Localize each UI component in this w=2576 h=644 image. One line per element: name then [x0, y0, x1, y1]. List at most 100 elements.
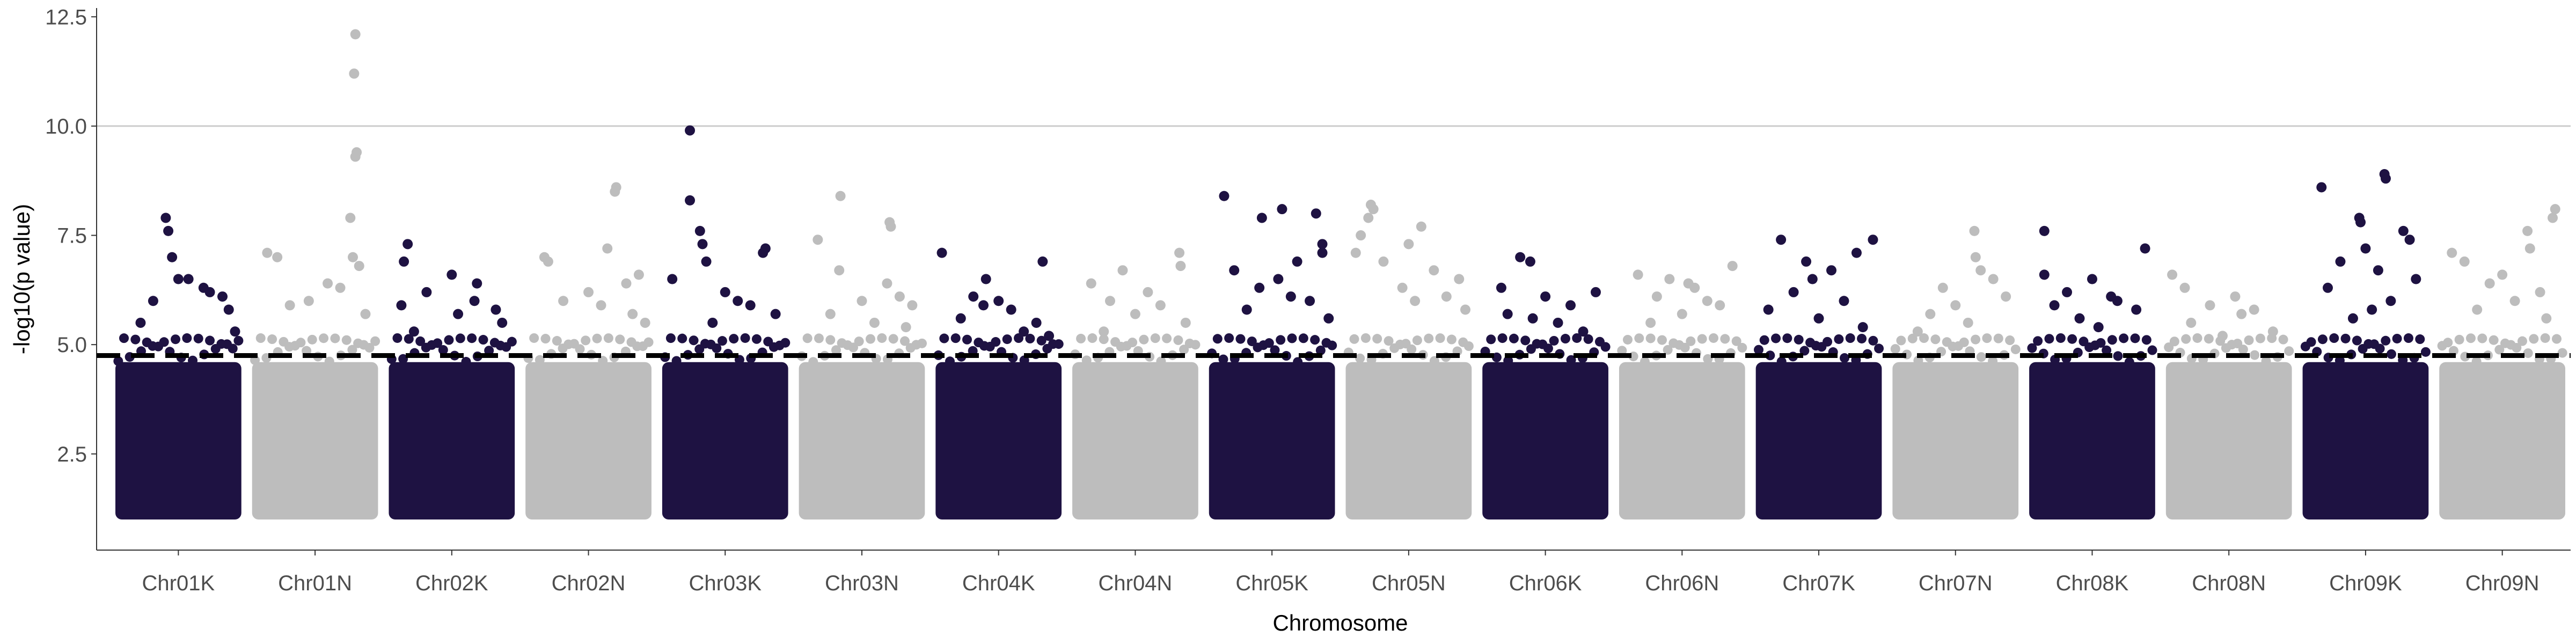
y-tick-label: 2.5: [57, 443, 87, 466]
point: [1219, 191, 1230, 201]
point: [877, 333, 887, 343]
point: [1128, 338, 1138, 348]
point: [2477, 333, 2487, 343]
x-tick-label: Chr08N: [2192, 572, 2266, 595]
point: [968, 291, 979, 302]
point: [1229, 265, 1240, 276]
point: [204, 287, 215, 297]
point: [993, 296, 1004, 306]
point: [469, 296, 480, 306]
point: [1285, 291, 1296, 302]
point: [2548, 213, 2558, 223]
y-tick-label: 7.5: [57, 224, 87, 248]
point: [950, 333, 961, 343]
point: [1087, 333, 1097, 343]
point: [825, 309, 836, 319]
point: [540, 334, 551, 344]
point: [2517, 336, 2527, 346]
point: [433, 338, 443, 348]
point: [507, 336, 517, 347]
point: [2124, 357, 2134, 367]
point: [345, 213, 356, 223]
x-tick-label: Chr07N: [1919, 572, 1993, 595]
point: [1540, 291, 1551, 302]
point: [2005, 335, 2015, 346]
point: [697, 239, 708, 250]
point: [894, 291, 905, 302]
point: [1520, 335, 1531, 346]
point: [955, 313, 966, 324]
point: [2494, 345, 2505, 355]
point: [2524, 243, 2535, 254]
point: [2415, 334, 2425, 345]
point: [2557, 348, 2567, 358]
point: [1310, 335, 1320, 345]
point: [1907, 333, 1918, 343]
point: [2205, 300, 2215, 311]
point: [1912, 326, 1923, 337]
point: [350, 151, 361, 162]
point: [529, 333, 539, 343]
point: [1868, 335, 1878, 346]
point: [991, 337, 1001, 347]
x-tick-label: Chr04K: [962, 572, 1035, 595]
point: [1397, 282, 1408, 293]
band-chr01n: [252, 362, 378, 519]
point: [2381, 335, 2391, 346]
point: [1053, 339, 1064, 349]
point: [364, 342, 375, 353]
point: [1525, 256, 1535, 267]
point: [2404, 235, 2415, 245]
point: [1298, 333, 1308, 343]
point: [1645, 333, 1656, 343]
point: [1919, 333, 1929, 343]
point: [2497, 269, 2508, 280]
point: [1372, 334, 1382, 344]
point: [1002, 334, 1012, 345]
point: [1657, 335, 1667, 345]
point: [484, 346, 494, 356]
point: [2398, 225, 2409, 236]
point: [1454, 274, 1465, 284]
x-tick-label: Chr01K: [142, 572, 215, 595]
point: [2255, 333, 2265, 343]
point: [2112, 296, 2123, 306]
point: [1578, 326, 1589, 337]
point: [882, 278, 892, 289]
point: [1496, 282, 1506, 293]
point: [2001, 291, 2011, 302]
point: [575, 344, 585, 354]
point: [2181, 334, 2191, 344]
point: [2049, 300, 2060, 311]
point: [193, 333, 203, 343]
point: [677, 333, 687, 343]
point: [1807, 274, 1818, 284]
point: [341, 335, 352, 345]
x-tick-label: Chr05K: [1235, 572, 1308, 595]
point: [1139, 334, 1149, 345]
point: [2230, 291, 2241, 302]
point: [404, 334, 414, 344]
point: [217, 291, 228, 302]
point: [2454, 334, 2464, 345]
point: [2472, 304, 2483, 315]
point: [602, 243, 613, 254]
point: [1212, 334, 1223, 344]
point: [1969, 225, 1980, 236]
point: [848, 342, 858, 353]
point: [1254, 282, 1265, 293]
point: [1486, 334, 1496, 345]
point: [1363, 213, 1374, 223]
point: [667, 274, 678, 284]
point: [2249, 304, 2259, 315]
point: [1460, 304, 1470, 315]
point: [1553, 317, 1563, 328]
x-tick-label: Chr01N: [278, 572, 352, 595]
band-chr08n: [2165, 362, 2292, 519]
point: [1634, 333, 1644, 343]
x-axis-title: Chromosome: [1272, 610, 1408, 635]
point: [267, 334, 277, 345]
point: [802, 333, 813, 343]
point: [1982, 333, 1992, 343]
point: [1287, 333, 1297, 343]
